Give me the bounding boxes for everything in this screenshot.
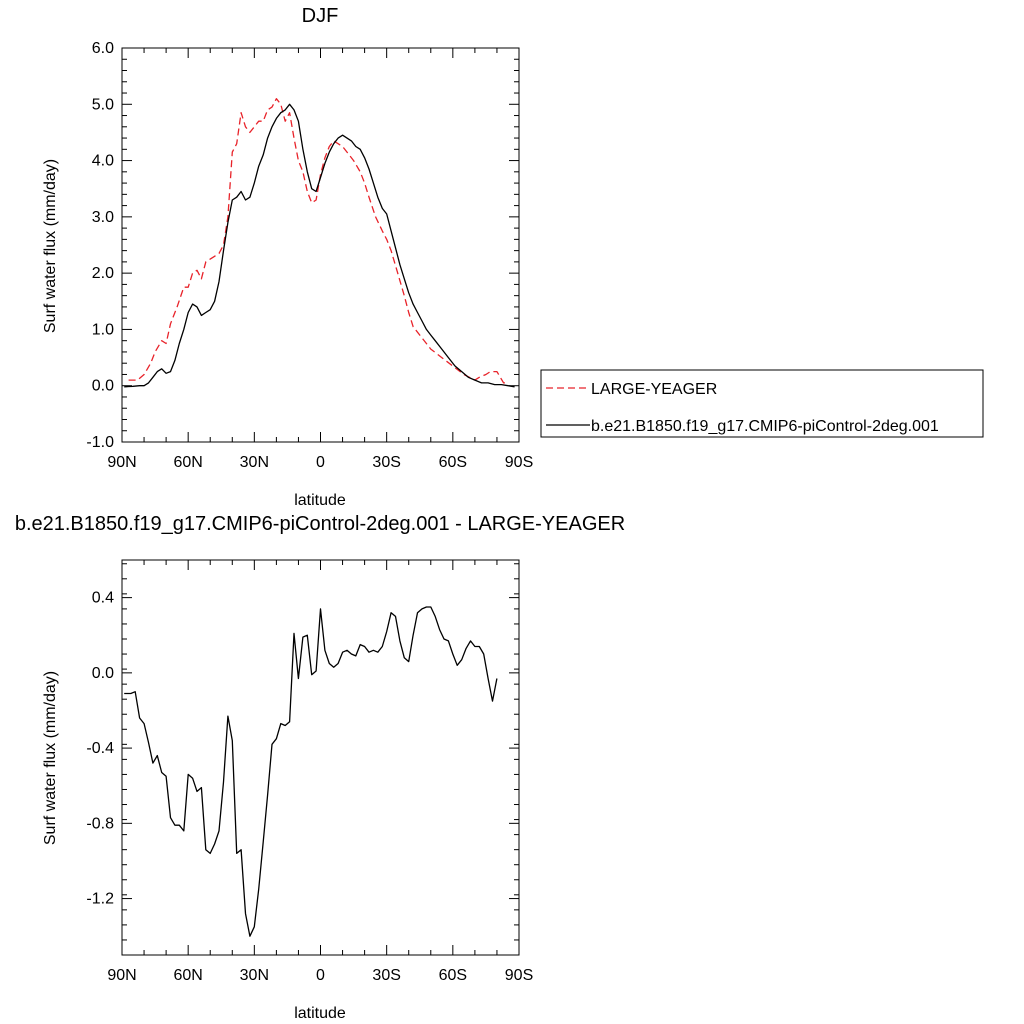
x-tick-label: 60S (439, 967, 467, 984)
top-chart-ticks: 90N 60N 30N 0 30S 60S 90S -1.0 0.0 1.0 2.0 3.0 4.0 5.… (86, 40, 533, 471)
x-tick-label: 90N (107, 967, 136, 984)
chart-legend: LARGE-YEAGER b.e21.B1850.f19_g17.CMIP6-p… (540, 369, 984, 438)
bottom-chart-x-axis-label: latitude (294, 1005, 346, 1022)
legend-box (540, 369, 984, 438)
bottom-chart-lines (124, 606, 498, 937)
x-tick-label: 90S (505, 454, 533, 471)
x-tick-label: 0 (316, 454, 325, 471)
y-tick-label: -0.4 (86, 740, 114, 757)
x-tick-label: 30S (372, 967, 400, 984)
x-tick-label: 30S (372, 454, 400, 471)
y-tick-label: 6.0 (92, 40, 114, 57)
top-chart-title: DJF (302, 5, 339, 27)
x-tick-label: 90N (107, 454, 136, 471)
y-tick-label: 0.0 (92, 665, 114, 682)
y-tick-label: 2.0 (92, 265, 114, 282)
y-tick-label: 3.0 (92, 209, 114, 226)
series-line-0-1 (124, 103, 515, 388)
top-chart-y-axis-label: Surf water flux (mm/day) (42, 159, 59, 333)
legend-label-b-e21: b.e21.B1850.f19_g17.CMIP6-piControl-2deg… (591, 418, 939, 435)
y-tick-label: -0.8 (86, 815, 114, 832)
x-tick-label: 60S (439, 454, 467, 471)
y-tick-label: 0.4 (92, 590, 114, 607)
y-tick-label: -1.0 (86, 434, 114, 451)
y-tick-label: 1.0 (92, 321, 114, 338)
x-tick-label: 30N (240, 454, 269, 471)
x-tick-label: 90S (505, 967, 533, 984)
x-tick-label: 30N (240, 967, 269, 984)
x-tick-label: 0 (316, 967, 325, 984)
y-tick-label: -1.2 (86, 891, 114, 908)
bottom-chart-plot-frame (121, 559, 520, 956)
y-tick-label: 0.0 (92, 378, 114, 395)
top-chart-panel: DJF Surf water flux (mm/day) latitude 90… (42, 5, 533, 509)
bottom-chart-title: b.e21.B1850.f19_g17.CMIP6-piControl-2deg… (15, 513, 625, 535)
bottom-chart-panel: b.e21.B1850.f19_g17.CMIP6-piControl-2deg… (15, 513, 625, 1022)
legend-label-large-yeager: LARGE-YEAGER (591, 381, 717, 398)
bottom-chart-ticks: 90N 60N 30N 0 30S 60S 90S -1.2 -0.8 -0.4 0.0 0.4 (86, 560, 533, 984)
x-tick-label: 60N (173, 454, 202, 471)
series-line-1-0 (124, 606, 498, 937)
x-tick-label: 60N (173, 967, 202, 984)
y-tick-label: 5.0 (92, 96, 114, 113)
y-tick-label: 4.0 (92, 153, 114, 170)
series-line-0-0 (128, 98, 508, 384)
bottom-chart-y-axis-label: Surf water flux (mm/day) (42, 671, 59, 845)
top-chart-x-axis-label: latitude (294, 492, 346, 509)
top-chart-plot-frame (121, 47, 520, 443)
top-chart-lines (124, 98, 515, 388)
